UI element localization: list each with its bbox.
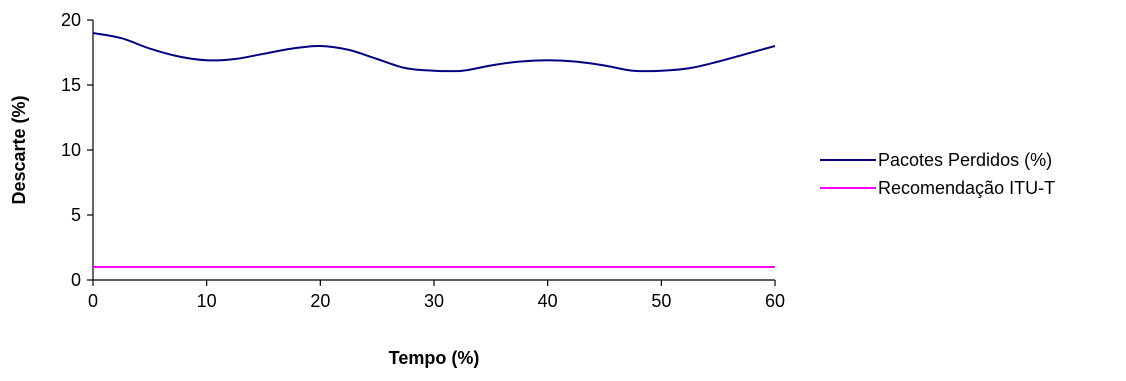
y-axis-title: Descarte (%) xyxy=(9,95,29,204)
x-tick-label: 30 xyxy=(424,291,444,311)
y-tick-label: 15 xyxy=(61,75,81,95)
legend-label-1: Recomendação ITU-T xyxy=(878,178,1055,198)
y-tick-label: 20 xyxy=(61,10,81,30)
x-tick-label: 20 xyxy=(310,291,330,311)
x-tick-label: 10 xyxy=(197,291,217,311)
x-tick-label: 40 xyxy=(538,291,558,311)
axes: 0 5 10 15 20 0 10 20 30 40 50 60 xyxy=(61,10,785,311)
y-tick-label: 5 xyxy=(71,205,81,225)
legend: Pacotes Perdidos (%) Recomendação ITU-T xyxy=(820,150,1055,198)
series-layer xyxy=(92,32,776,268)
x-tick-label: 50 xyxy=(651,291,671,311)
y-tick-label: 0 xyxy=(71,270,81,290)
y-tick-label: 10 xyxy=(61,140,81,160)
x-tick-label: 60 xyxy=(765,291,785,311)
series-line-0 xyxy=(92,32,776,73)
legend-label-0: Pacotes Perdidos (%) xyxy=(878,150,1052,170)
x-tick-label: 0 xyxy=(88,291,98,311)
x-axis-title: Tempo (%) xyxy=(389,348,480,368)
